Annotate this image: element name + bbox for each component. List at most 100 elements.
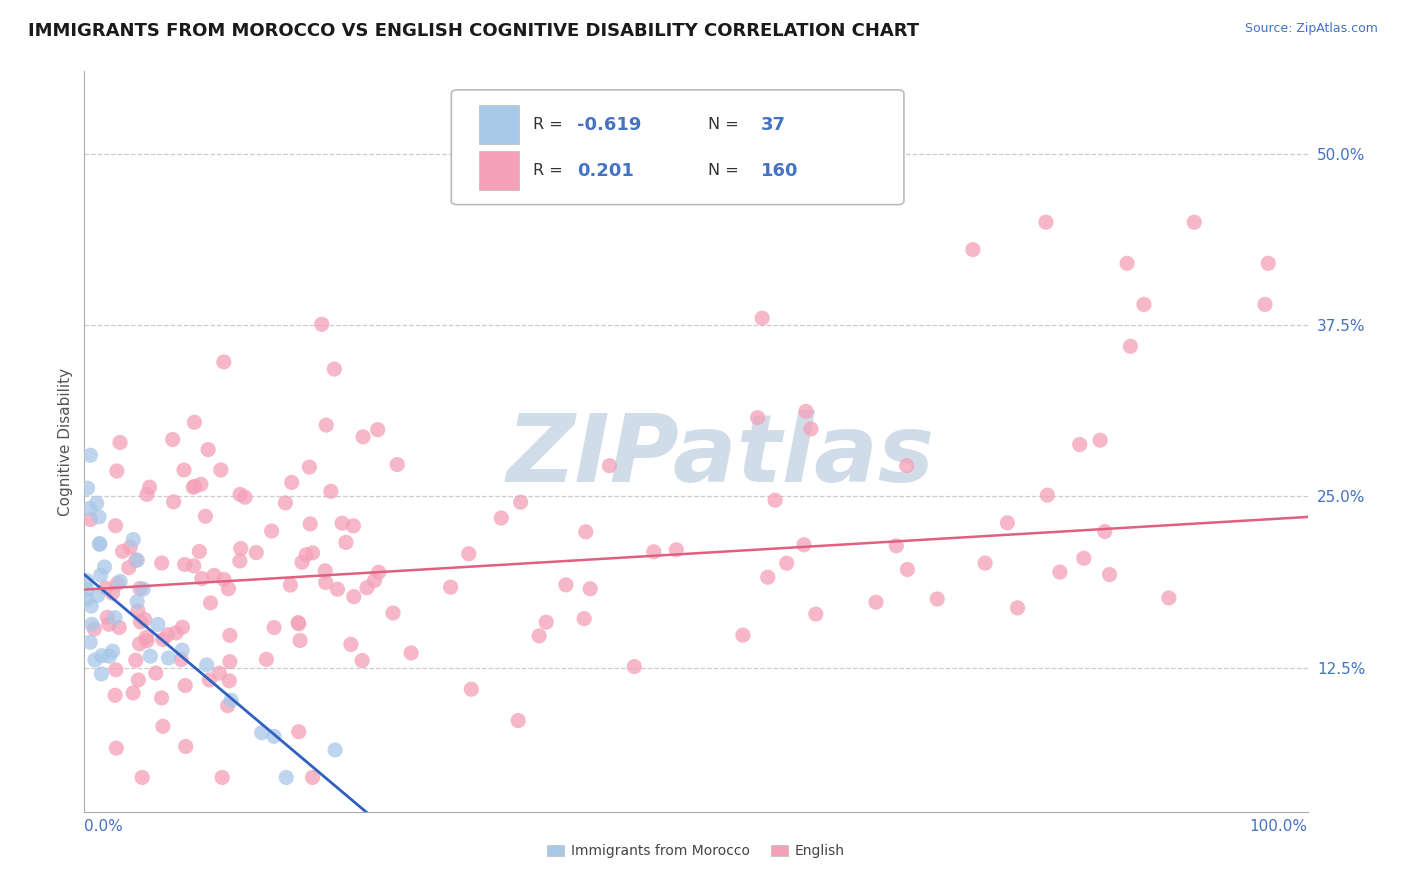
Point [172, 643, 194, 657]
Point [927, 592, 949, 607]
Point [183, 479, 205, 493]
Point [86, 496, 108, 510]
Point [1254, 297, 1277, 311]
Point [326, 582, 349, 597]
Point [183, 558, 205, 573]
Point [131, 771, 153, 785]
Point [139, 649, 162, 664]
Point [508, 714, 530, 728]
Point [229, 487, 252, 501]
Point [219, 655, 242, 669]
Point [229, 554, 252, 568]
FancyBboxPatch shape [451, 90, 904, 204]
Point [162, 495, 184, 509]
Point [127, 604, 149, 618]
Point [1035, 215, 1057, 229]
Point [319, 484, 342, 499]
Point [1049, 565, 1071, 579]
Point [245, 545, 267, 559]
Point [291, 555, 314, 569]
Point [1182, 215, 1205, 229]
Point [80, 617, 103, 632]
Point [80, 599, 103, 613]
Point [1257, 256, 1279, 270]
Point [218, 628, 240, 642]
Point [301, 771, 323, 785]
Point [209, 463, 232, 477]
Point [128, 637, 150, 651]
Point [194, 509, 217, 524]
Point [575, 524, 598, 539]
Point [136, 633, 159, 648]
Point [190, 477, 212, 491]
Text: R =: R = [533, 163, 568, 178]
Point [125, 653, 148, 667]
Point [534, 615, 557, 629]
Point [136, 487, 159, 501]
Point [1088, 433, 1111, 447]
Point [219, 693, 242, 707]
Point [97, 617, 120, 632]
Point [94, 581, 117, 595]
Point [896, 562, 918, 576]
Point [101, 644, 124, 658]
Point [156, 628, 179, 642]
Point [212, 355, 235, 369]
Point [233, 490, 256, 504]
Text: 0.0%: 0.0% [84, 819, 124, 834]
Point [865, 595, 887, 609]
FancyBboxPatch shape [479, 152, 519, 190]
Point [105, 741, 128, 756]
Point [315, 418, 337, 433]
Point [323, 362, 346, 376]
Point [356, 581, 378, 595]
Point [173, 463, 195, 477]
Point [152, 719, 174, 733]
Point [89, 537, 111, 551]
Point [93, 560, 115, 574]
Text: -0.619: -0.619 [578, 116, 641, 134]
Point [125, 553, 148, 567]
Point [173, 558, 195, 572]
Point [183, 415, 205, 429]
Point [174, 739, 197, 754]
Y-axis label: Cognitive Disability: Cognitive Disability [58, 368, 73, 516]
Point [367, 566, 389, 580]
Point [776, 556, 799, 570]
Point [352, 430, 374, 444]
Point [287, 724, 309, 739]
Point [763, 493, 786, 508]
Point [218, 673, 240, 688]
Point [107, 576, 129, 591]
Point [665, 542, 688, 557]
Point [330, 516, 353, 531]
Point [340, 637, 363, 651]
Point [555, 578, 578, 592]
Point [174, 679, 197, 693]
Point [439, 580, 461, 594]
Point [202, 568, 225, 582]
Point [287, 615, 309, 630]
Point [183, 480, 205, 494]
Point [134, 613, 156, 627]
Text: ZIPatlas: ZIPatlas [506, 410, 935, 502]
Point [108, 574, 131, 589]
Point [197, 442, 219, 457]
Point [491, 511, 513, 525]
Point [260, 524, 283, 538]
Point [315, 575, 337, 590]
Point [363, 574, 385, 588]
Point [108, 435, 131, 450]
Point [191, 572, 214, 586]
Point [352, 653, 374, 667]
Point [323, 743, 346, 757]
Point [212, 573, 235, 587]
Point [579, 582, 602, 596]
Point [288, 633, 311, 648]
Point [1116, 256, 1139, 270]
Point [118, 560, 141, 574]
Text: Source: ZipAtlas.com: Source: ZipAtlas.com [1244, 22, 1378, 36]
Point [198, 673, 221, 687]
Point [399, 646, 422, 660]
Point [120, 540, 142, 554]
